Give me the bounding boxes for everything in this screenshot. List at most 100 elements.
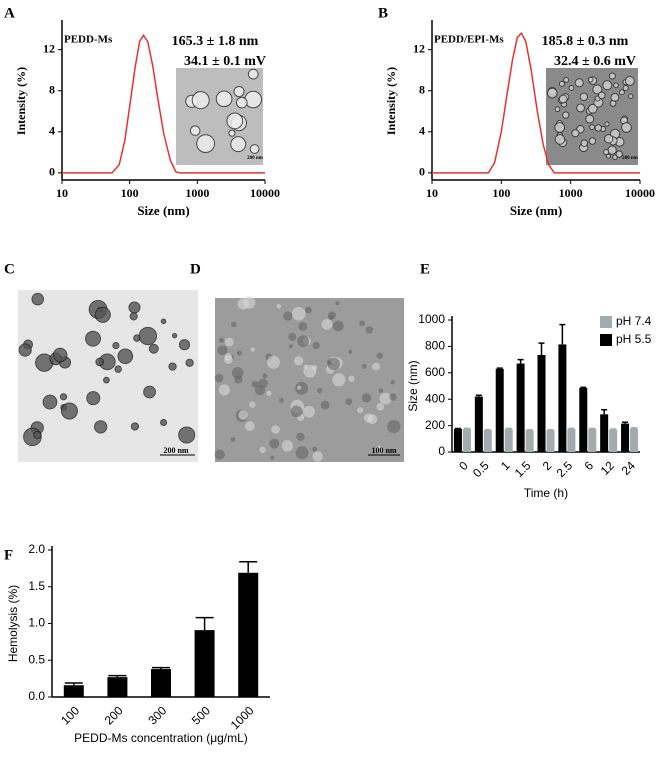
- bar: [567, 428, 576, 452]
- particle: [247, 68, 259, 80]
- particle: [143, 385, 156, 399]
- particle: [303, 364, 317, 378]
- error-bar: [475, 394, 482, 397]
- y-tick-label: 200: [425, 418, 445, 432]
- bar: [504, 428, 513, 452]
- particle: [86, 391, 101, 406]
- particle: [597, 91, 606, 100]
- x-tick-label: 200: [102, 703, 126, 727]
- panel-label: B: [378, 5, 388, 21]
- particle: [348, 349, 353, 355]
- x-tick-label: 12: [598, 458, 618, 478]
- particle: [321, 318, 333, 330]
- y-tick-label: 0: [49, 165, 55, 179]
- particle: [608, 72, 616, 80]
- particle: [85, 330, 101, 347]
- particle: [361, 393, 372, 403]
- particle: [357, 407, 364, 414]
- particle: [588, 137, 597, 145]
- particle: [267, 355, 281, 369]
- particle: [359, 320, 365, 327]
- bar: [600, 414, 609, 452]
- inset-scale-bar: 200 nm: [247, 156, 264, 161]
- particle: [224, 353, 232, 361]
- particle: [217, 345, 228, 356]
- x-axis-label: Size (nm): [137, 203, 189, 218]
- error-bar: [484, 428, 491, 431]
- particle: [249, 401, 256, 408]
- particle: [226, 112, 244, 130]
- x-tick-label: 1: [498, 458, 513, 473]
- particle: [168, 362, 177, 371]
- y-axis-label: Intensity (%): [384, 67, 398, 135]
- particle: [94, 420, 108, 434]
- particle: [244, 90, 262, 109]
- x-tick-label: 24: [619, 458, 639, 478]
- x-tick-label: 500: [189, 703, 213, 727]
- bar: [558, 344, 567, 452]
- particle: [554, 134, 566, 145]
- inset-scale-bar: 200 nm: [622, 156, 639, 161]
- particle: [254, 385, 266, 396]
- line: [62, 33, 265, 174]
- particle: [605, 153, 611, 159]
- particles-c: [18, 292, 196, 447]
- y-tick-label: 12: [413, 41, 425, 55]
- error-bar: [517, 358, 524, 364]
- particle: [103, 376, 110, 384]
- error-bar: [601, 409, 608, 415]
- particle: [607, 145, 617, 155]
- particle: [375, 445, 384, 454]
- scale-bar-label: 100 nm: [371, 446, 396, 455]
- particle: [332, 373, 346, 387]
- bar: [588, 428, 597, 452]
- particle: [628, 93, 634, 99]
- particle: [244, 421, 255, 432]
- bar: [63, 685, 84, 697]
- particle: [114, 365, 122, 373]
- particle: [60, 402, 78, 420]
- particle: [603, 149, 610, 156]
- particle: [233, 85, 245, 98]
- particle: [297, 385, 302, 390]
- line: [432, 31, 640, 174]
- x-tick-label: 300: [145, 703, 169, 727]
- y-tick-label: 4: [419, 124, 425, 138]
- particle: [295, 446, 309, 460]
- error-bar: [496, 367, 503, 369]
- particle: [618, 89, 625, 96]
- particle: [271, 425, 280, 434]
- bar: [525, 430, 534, 452]
- particle: [291, 306, 306, 321]
- particle: [589, 124, 596, 131]
- bar: [194, 630, 215, 697]
- particle: [621, 122, 632, 133]
- particle: [361, 363, 367, 369]
- particle: [235, 96, 248, 109]
- error-bar: [505, 427, 512, 430]
- y-tick-label: 0.5: [28, 652, 45, 666]
- particle: [160, 418, 168, 427]
- particle: [372, 362, 380, 371]
- particle: [230, 437, 236, 442]
- y-axis-label: Intensity (%): [14, 67, 28, 135]
- particle: [592, 84, 603, 95]
- y-tick-label: 12: [43, 41, 55, 55]
- particle: [603, 134, 614, 144]
- particle: [276, 303, 282, 309]
- x-tick-label: 1000: [185, 186, 209, 200]
- particle: [296, 432, 305, 441]
- particle: [18, 343, 32, 357]
- particle: [138, 326, 158, 346]
- y-tick-label: 0.0: [28, 689, 45, 703]
- particle: [236, 350, 242, 356]
- error-bar: [568, 427, 575, 430]
- particle: [594, 124, 603, 132]
- annotation: PEDD-Ms: [64, 34, 113, 46]
- particle: [587, 76, 594, 83]
- panel-label: C: [4, 261, 15, 277]
- particle: [554, 122, 566, 133]
- particle: [214, 449, 225, 460]
- particle: [335, 301, 340, 306]
- particle: [580, 139, 589, 147]
